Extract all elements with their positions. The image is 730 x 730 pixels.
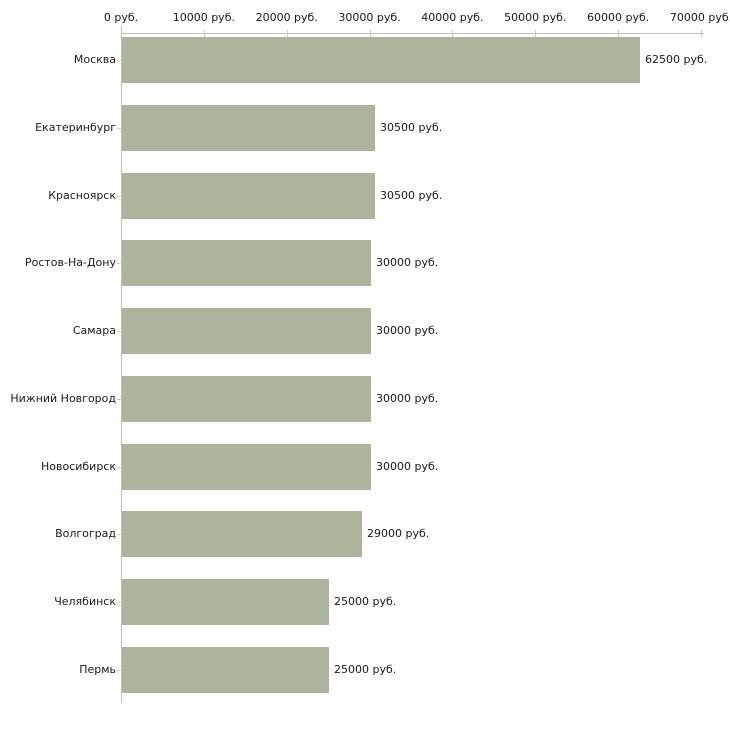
bar <box>122 647 329 693</box>
category-tick-mark <box>117 399 122 400</box>
value-label: 30000 руб. <box>376 460 439 473</box>
y-axis-line <box>121 26 122 703</box>
category-tick-mark <box>117 467 122 468</box>
category-label: Самара <box>72 324 116 337</box>
bar <box>122 444 371 490</box>
x-tick-mark <box>618 30 620 37</box>
category-label: Красноярск <box>48 189 116 202</box>
category-label: Екатеринбург <box>35 121 116 134</box>
category-tick-mark <box>117 670 122 671</box>
category-label: Нижний Новгород <box>10 392 116 405</box>
category-tick-mark <box>117 60 122 61</box>
category-tick-mark <box>117 331 122 332</box>
x-tick-label: 50000 руб. <box>504 11 567 24</box>
bar <box>122 579 329 625</box>
value-label: 29000 руб. <box>367 527 430 540</box>
category-label: Волгоград <box>55 527 116 540</box>
x-tick-mark <box>286 30 288 37</box>
x-tick-label: 40000 руб. <box>421 11 484 24</box>
bar <box>122 37 640 83</box>
x-tick-label: 30000 руб. <box>338 11 401 24</box>
value-label: 30000 руб. <box>376 324 439 337</box>
x-tick-label: 70000 руб. <box>669 11 730 24</box>
x-tick-mark <box>452 30 454 37</box>
category-label: Москва <box>73 53 116 66</box>
x-tick-mark <box>701 30 702 37</box>
x-tick-label: 20000 руб. <box>255 11 318 24</box>
x-tick-mark <box>369 30 371 37</box>
category-label: Пермь <box>79 663 116 676</box>
bar <box>122 240 371 286</box>
category-tick-mark <box>117 602 122 603</box>
value-label: 25000 руб. <box>334 595 397 608</box>
value-label: 30000 руб. <box>376 392 439 405</box>
value-label: 30500 руб. <box>380 189 443 202</box>
value-label: 30000 руб. <box>376 256 439 269</box>
x-tick-label: 0 руб. <box>103 11 139 24</box>
value-label: 25000 руб. <box>334 663 397 676</box>
category-tick-mark <box>117 263 122 264</box>
category-tick-mark <box>117 128 122 129</box>
x-tick-label: 10000 руб. <box>172 11 235 24</box>
value-label: 30500 руб. <box>380 121 443 134</box>
bar <box>122 511 362 557</box>
bar <box>122 308 371 354</box>
x-tick-label: 60000 руб. <box>587 11 650 24</box>
x-tick-mark <box>535 30 537 37</box>
bar <box>122 376 371 422</box>
x-axis-line <box>121 33 704 34</box>
category-label: Челябинск <box>54 595 116 608</box>
x-tick-mark <box>203 30 205 37</box>
category-tick-mark <box>117 534 122 535</box>
category-label: Ростов-На-Дону <box>24 256 116 269</box>
category-label: Новосибирск <box>40 460 116 473</box>
value-label: 62500 руб. <box>645 53 708 66</box>
category-tick-mark <box>117 196 122 197</box>
bar <box>122 173 375 219</box>
bar <box>122 105 375 151</box>
